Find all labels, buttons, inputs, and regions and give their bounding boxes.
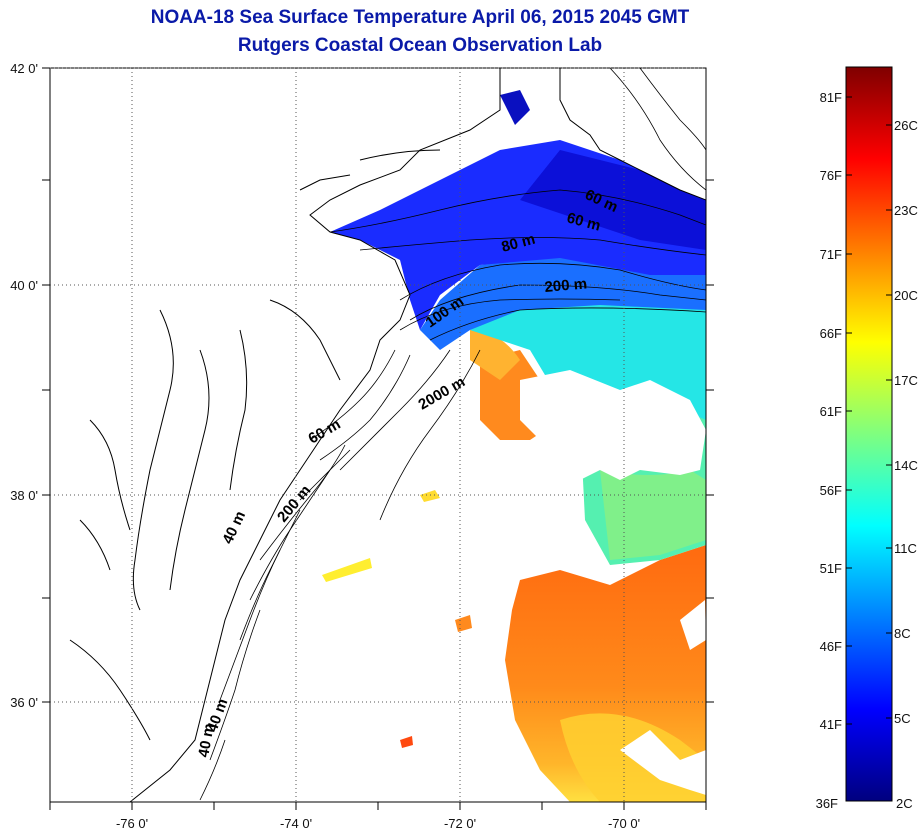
lat-tick-label: 42 0' — [10, 61, 38, 76]
colorbar-c-label: 14C — [894, 458, 918, 473]
map-subtitle: Rutgers Coastal Ocean Observation Lab — [237, 35, 603, 56]
colorbar-f-label: 36F — [816, 796, 838, 811]
map-title: NOAA-18 Sea Surface Temperature April 06… — [150, 7, 690, 28]
lon-tick-label: -72 0' — [444, 816, 476, 831]
colorbar-ticks — [846, 96, 892, 725]
colorbar — [845, 66, 893, 802]
axis-ticks — [42, 67, 714, 810]
colorbar-f-label: 81F — [820, 90, 842, 105]
colorbar-c-label: 2C — [896, 796, 913, 811]
colorbar-f-label: 66F — [820, 326, 842, 341]
bays-and-rivers — [69, 149, 441, 741]
colorbar-f-label: 46F — [820, 639, 842, 654]
lon-tick-label: -74 0' — [280, 816, 312, 831]
sst-field — [322, 90, 706, 802]
colorbar-f-label: 76F — [820, 168, 842, 183]
colorbar-c-label: 11C — [894, 541, 917, 556]
lat-tick-label: 38 0' — [10, 488, 38, 503]
sst-map — [50, 68, 706, 802]
isobath-label: 2000 m — [416, 373, 469, 413]
colorbar-f-label: 71F — [820, 247, 842, 262]
colorbar-f-label: 41F — [820, 717, 842, 732]
gridlines — [50, 67, 706, 802]
isobath-label: 40 m — [195, 722, 218, 759]
isobath-label: 200 m — [544, 275, 588, 296]
lon-tick-label: -76 0' — [116, 816, 148, 831]
colorbar-f-label: 51F — [820, 561, 842, 576]
colorbar-c-label: 26C — [894, 118, 918, 133]
colorbar-f-label: 61F — [820, 404, 842, 419]
lat-tick-label: 36 0' — [10, 695, 38, 710]
colorbar-c-label: 23C — [894, 203, 918, 218]
colorbar-f-label: 56F — [820, 483, 842, 498]
colorbar-c-label: 8C — [894, 626, 911, 641]
colorbar-c-label: 17C — [894, 373, 918, 388]
lat-tick-label: 40 0' — [10, 278, 38, 293]
lon-tick-label: -70 0' — [608, 816, 640, 831]
isobaths — [199, 68, 706, 801]
coastline — [50, 68, 706, 802]
colorbar-c-label: 5C — [894, 711, 911, 726]
colorbar-c-label: 20C — [894, 288, 918, 303]
